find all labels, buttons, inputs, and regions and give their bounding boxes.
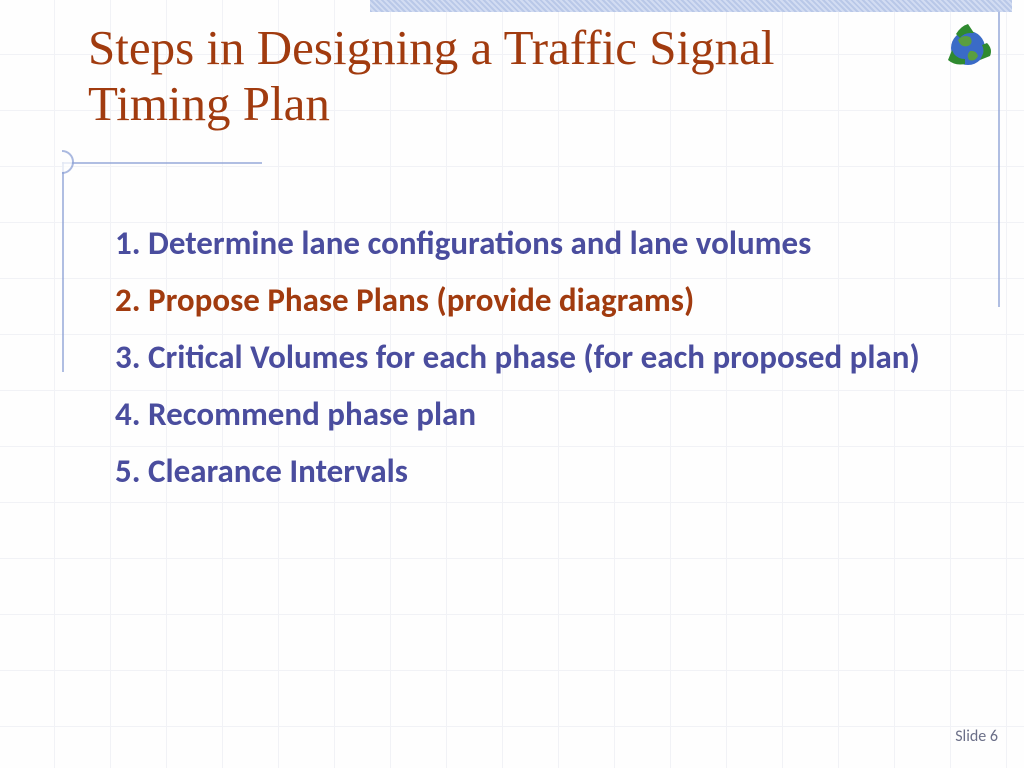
step-text: Clearance Intervals — [148, 451, 408, 491]
step-text: Determine lane configurations and lane v… — [148, 223, 811, 263]
top-accent-bar — [370, 0, 1012, 12]
step-item: 1. Determine lane configurations and lan… — [115, 222, 925, 265]
step-number: 2. — [115, 280, 141, 320]
step-number: 3. — [115, 337, 141, 377]
step-number: 5. — [115, 451, 141, 491]
step-item: 5. Clearance Intervals — [115, 450, 925, 493]
step-text: Critical Volumes for each phase (for eac… — [148, 337, 920, 377]
step-item: 4. Recommend phase plan — [115, 393, 925, 436]
left-vertical-rule — [62, 162, 64, 372]
steps-list: 1. Determine lane configurations and lan… — [115, 222, 925, 506]
step-number: 1. — [115, 223, 141, 263]
slide-title: Steps in Designing a Traffic Signal Timi… — [88, 20, 888, 133]
title-underline — [62, 162, 262, 164]
step-item: 2. Propose Phase Plans (provide diagrams… — [115, 279, 925, 322]
slide-number: Slide 6 — [955, 727, 998, 746]
step-text: Propose Phase Plans (provide diagrams) — [148, 280, 694, 320]
step-text: Recommend phase plan — [148, 394, 476, 434]
step-item: 3. Critical Volumes for each phase (for … — [115, 336, 925, 379]
right-vertical-rule — [998, 12, 1000, 307]
step-number: 4. — [115, 394, 141, 434]
recycle-globe-icon — [938, 18, 998, 78]
